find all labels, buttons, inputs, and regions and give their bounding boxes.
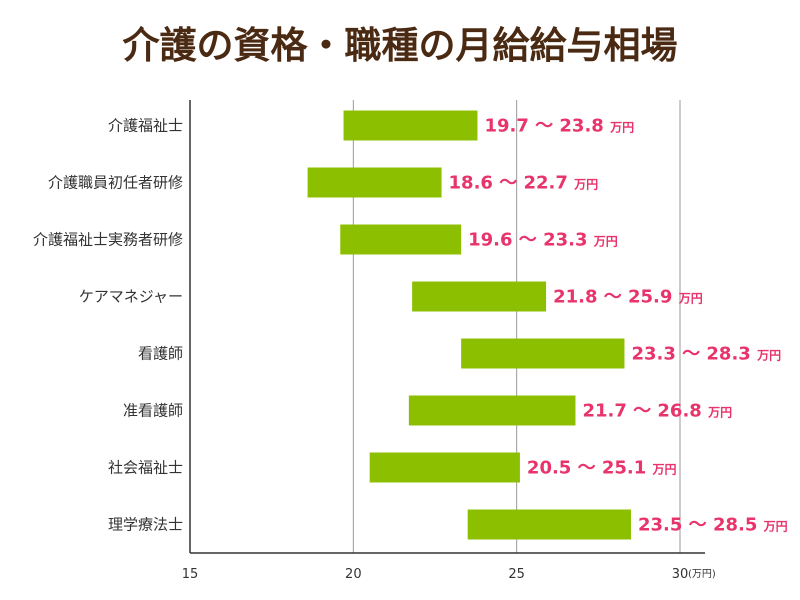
x-tick-label: 30 xyxy=(672,567,689,582)
range-label: 23.3 〜 28.3 万円 xyxy=(631,344,781,365)
category-label: ケアマネジャー xyxy=(79,288,183,306)
range-bar xyxy=(461,338,625,369)
range-bar xyxy=(307,167,442,198)
category-label: 介護福祉士 xyxy=(108,117,183,135)
bars xyxy=(307,110,631,540)
x-tick-label: 20 xyxy=(345,567,362,582)
range-bar xyxy=(343,110,478,141)
range-label: 21.8 〜 25.9 万円 xyxy=(553,287,703,308)
x-tick-label: 25 xyxy=(508,567,525,582)
category-label: 介護職員初任者研修 xyxy=(48,174,183,192)
category-label: 社会福祉士 xyxy=(108,459,183,477)
range-bar xyxy=(467,509,631,540)
category-label: 介護福祉士実務者研修 xyxy=(33,231,183,249)
range-bar xyxy=(408,395,576,426)
range-label: 19.7 〜 23.8 万円 xyxy=(484,116,634,137)
range-bar xyxy=(412,281,547,312)
range-labels: 19.7 〜 23.8 万円 18.6 〜 22.7 万円 19.6 〜 23.3 … xyxy=(449,116,788,536)
chart-title: 介護の資格・職種の月給給与相場 xyxy=(123,24,678,67)
x-unit-label: (万円) xyxy=(688,569,716,580)
axes xyxy=(189,100,705,554)
category-label: 看護師 xyxy=(138,345,183,363)
range-label: 20.5 〜 25.1 万円 xyxy=(527,458,677,479)
category-labels: 介護福祉士介護職員初任者研修介護福祉士実務者研修ケアマネジャー看護師准看護師社会… xyxy=(33,117,183,534)
x-tick-labels: 15 20 25 30 (万円) xyxy=(182,567,716,582)
range-bar xyxy=(369,452,520,483)
range-label: 18.6 〜 22.7 万円 xyxy=(449,173,599,194)
range-label: 23.5 〜 28.5 万円 xyxy=(638,515,788,536)
range-label: 19.6 〜 23.3 万円 xyxy=(468,230,618,251)
category-label: 准看護師 xyxy=(123,402,183,420)
range-label: 21.7 〜 26.8 万円 xyxy=(582,401,732,422)
range-bar xyxy=(340,224,462,255)
x-tick-label: 15 xyxy=(182,567,199,582)
category-label: 理学療法士 xyxy=(108,516,183,534)
